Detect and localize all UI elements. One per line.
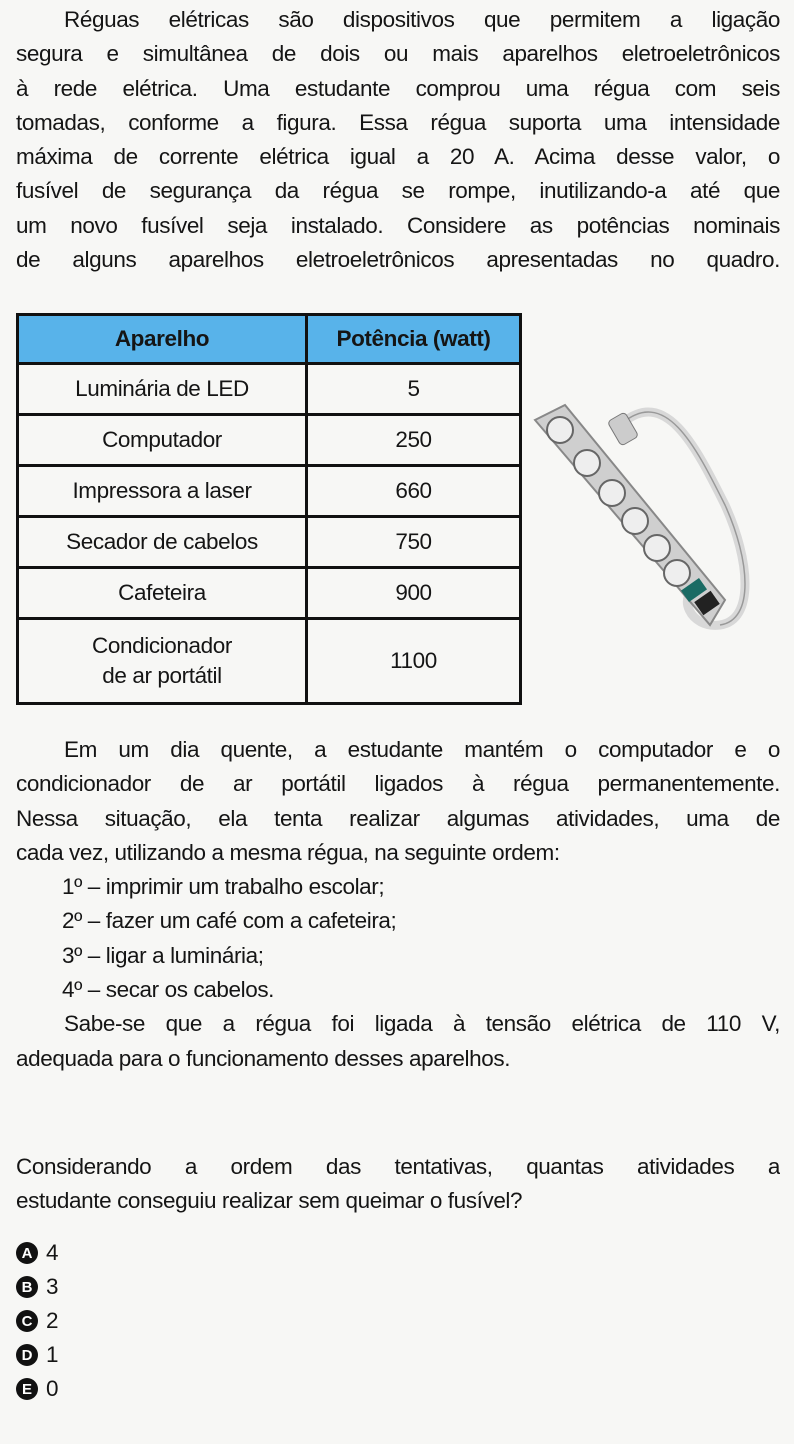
text-line: estudante conseguiu realizar sem queimar… [16,1188,523,1214]
intro-paragraph: Réguas elétricas são dispositivos que pe… [16,3,780,277]
text-line: adequada para o funcionamento desses apa… [16,1045,511,1071]
table-row: Impressora a laser 660 [16,464,522,518]
activity-item: 3º – ligar a luminária; [62,942,264,968]
text-line: Considerando a ordem das tentativas, qua… [16,1154,780,1179]
cell-power: 900 [305,566,522,620]
cell-line: de ar portátil [102,663,222,688]
text-line: Sabe-se que a régua foi ligada à tensão … [64,1011,780,1037]
header-aparelho: Aparelho [16,313,308,365]
text-line: à rede elétrica. Uma estudante comprou u… [16,75,780,101]
option-letter-badge: D [16,1344,38,1366]
text-line: cada vez, utilizando a mesma régua, na s… [16,839,560,865]
header-potencia: Potência (watt) [305,313,522,365]
activity-item: 4º – secar os cabelos. [62,977,275,1003]
cell-appliance: Condicionador de ar portátil [16,617,308,705]
option-letter-badge: E [16,1378,38,1400]
text-line: máxima de corrente elétrica igual a 20 A… [16,144,780,170]
table-row: Computador 250 [16,413,522,467]
cell-power: 660 [305,464,522,518]
option-text: 1 [46,1342,59,1367]
text-line: um novo fusível seja instalado. Consider… [16,212,780,238]
text-line: tomadas, conforme a figura. Essa régua s… [16,109,780,135]
option-letter-badge: A [16,1242,38,1264]
cell-appliance: Secador de cabelos [16,515,308,569]
cell-line: Condicionador [92,633,232,658]
power-strip-icon [533,403,750,630]
text-line: fusível de segurança da régua se rompe, … [16,178,780,204]
question-stem: Considerando a ordem das tentativas, qua… [16,1150,780,1219]
table-header-row: Aparelho Potência (watt) [16,313,522,365]
cell-power: 250 [305,413,522,467]
option-text: 2 [46,1308,59,1333]
activity-item: 2º – fazer um café com a cafeteira; [62,908,397,934]
situation-paragraph: Em um dia quente, a estudante mantém o c… [16,733,780,1076]
table-row: Condicionador de ar portátil 1100 [16,617,522,705]
option-letter-badge: B [16,1276,38,1298]
option-text: 4 [46,1240,59,1265]
cell-appliance: Cafeteira [16,566,308,620]
text-line: condicionador de ar portátil ligados à r… [16,771,780,797]
option-letter-badge: C [16,1310,38,1332]
cell-power: 750 [305,515,522,569]
cell-appliance: Impressora a laser [16,464,308,518]
option-text: 0 [46,1376,59,1401]
text-line: Em um dia quente, a estudante mantém o c… [64,737,780,762]
table-row: Cafeteira 900 [16,566,522,620]
text-line: segura e simultânea de dois ou mais apar… [16,41,780,67]
cell-power: 5 [305,362,522,416]
cell-appliance: Luminária de LED [16,362,308,416]
appliance-power-table: Aparelho Potência (watt) Luminária de LE… [16,313,522,705]
text-line: de alguns aparelhos eletroeletrônicos ap… [16,247,780,273]
cell-power: 1100 [305,617,522,705]
option-text: 3 [46,1274,59,1299]
table-row: Secador de cabelos 750 [16,515,522,569]
activity-item: 1º – imprimir um trabalho escolar; [62,874,385,900]
text-line: Nessa situação, ela tenta realizar algum… [16,805,780,831]
text-line: Réguas elétricas são dispositivos que pe… [64,7,780,32]
table-row: Luminária de LED 5 [16,362,522,416]
cell-appliance: Computador [16,413,308,467]
